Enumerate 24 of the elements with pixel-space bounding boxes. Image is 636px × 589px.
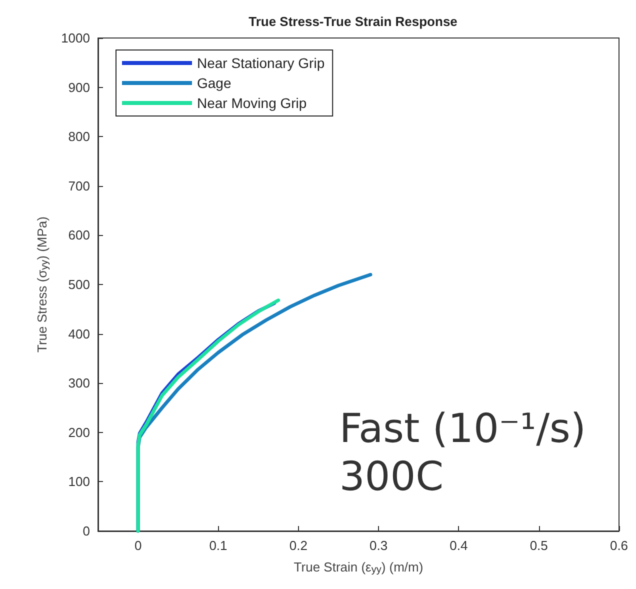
y-tick-label: 800 <box>68 129 90 144</box>
x-tick-label: 0 <box>134 538 142 553</box>
x-tick-label: 0.3 <box>370 538 388 553</box>
y-tick-label: 500 <box>68 277 90 292</box>
y-tick-label: 300 <box>68 376 90 391</box>
x-tick-label: 0.1 <box>209 538 228 553</box>
y-tick-label: 900 <box>68 80 90 95</box>
y-tick-label: 600 <box>68 228 90 243</box>
y-tick-label: 700 <box>68 178 90 194</box>
legend-label: Gage <box>197 75 232 91</box>
annotation: Fast (10⁻¹/s) 300C <box>339 406 586 500</box>
x-tick-label: 0.6 <box>610 538 628 553</box>
legend-label: Near Moving Grip <box>197 95 307 111</box>
y-tick-label: 400 <box>68 326 90 342</box>
legend-label: Near Stationary Grip <box>197 55 325 71</box>
y-axis-title: True Stress (σyy) (MPa) <box>34 216 51 352</box>
y-tick-label: 1000 <box>61 30 90 46</box>
x-tick-label: 0.4 <box>450 538 468 553</box>
x-tick-label: 0.5 <box>530 538 548 553</box>
y-tick-label: 200 <box>68 424 90 440</box>
y-tick-label: 100 <box>68 474 90 490</box>
chart-title: True Stress-True Strain Response <box>248 14 458 29</box>
x-tick-label: 0.2 <box>289 538 308 553</box>
y-tick-label: 0 <box>82 524 90 538</box>
